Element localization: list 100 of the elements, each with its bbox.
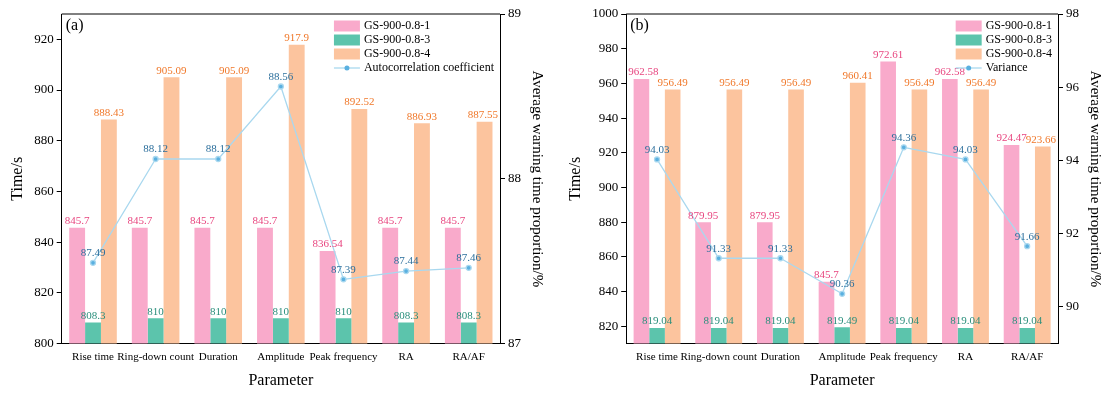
data-label: 88.12 xyxy=(205,142,231,155)
y-tick-label: 960 xyxy=(598,74,619,90)
y2-tick-label: 88 xyxy=(508,170,521,186)
y-tick-label: 820 xyxy=(598,317,619,333)
legend-label: GS-900-0.8-1 xyxy=(363,18,431,33)
x-axis-title: Parameter xyxy=(248,370,314,388)
data-label: 886.93 xyxy=(406,109,438,122)
x-tick-label: Ring-down count xyxy=(680,350,758,363)
data-label: 819.04 xyxy=(641,314,673,327)
y2-tick-label: 89 xyxy=(508,5,521,21)
y-tick-label: 900 xyxy=(598,178,619,194)
data-label: 810 xyxy=(272,304,290,317)
annotation: (a) xyxy=(65,16,84,35)
data-label: 905.09 xyxy=(218,63,250,76)
data-label: 819.04 xyxy=(1012,314,1043,327)
data-label: 879.95 xyxy=(749,208,781,221)
y-tick-label: 900 xyxy=(34,81,54,97)
data-label: 879.95 xyxy=(687,208,719,221)
data-label: 819.49 xyxy=(826,313,858,326)
data-label: 819.04 xyxy=(765,314,797,327)
x-tick-label: RA xyxy=(957,350,974,363)
x-tick-label: Ring-down count xyxy=(117,350,194,363)
data-label: 845.7 xyxy=(377,214,404,227)
y-tick-label: 860 xyxy=(34,182,54,198)
data-label: 808.3 xyxy=(456,308,482,321)
x-tick-label: Peak frequency xyxy=(309,350,379,363)
data-label: 962.58 xyxy=(628,65,659,78)
data-label: 87.46 xyxy=(456,251,482,264)
data-label: 972.61 xyxy=(873,47,904,60)
data-label: 91.66 xyxy=(1014,229,1041,242)
x-tick-label: Duration xyxy=(760,350,801,363)
data-label: 962.58 xyxy=(934,65,966,78)
y-tick-label: 880 xyxy=(34,132,54,148)
data-label: 956.49 xyxy=(965,75,997,88)
data-label: 808.3 xyxy=(80,308,106,321)
y-axis-title: Time/s xyxy=(565,156,583,201)
y-tick-label: 820 xyxy=(34,284,54,300)
x-tick-label: Duration xyxy=(198,350,239,363)
x-tick-label: Amplitude xyxy=(257,350,305,363)
y2-tick-label: 94 xyxy=(1066,151,1080,167)
y-tick-label: 840 xyxy=(34,233,54,249)
data-label: 845.7 xyxy=(127,214,153,227)
legend-label: Variance xyxy=(985,60,1028,75)
y-tick-label: 920 xyxy=(34,30,54,46)
y-tick-label: 940 xyxy=(598,109,619,125)
legend-label: GS-900-0.8-1 xyxy=(985,18,1052,33)
x-tick-label: Rise time xyxy=(636,350,679,363)
data-label: 905.09 xyxy=(156,63,188,76)
data-label: 845.7 xyxy=(252,214,278,227)
data-label: 87.44 xyxy=(393,254,419,267)
legend-label: GS-900-0.8-3 xyxy=(363,32,431,47)
y2-tick-label: 96 xyxy=(1066,78,1080,94)
y-tick-label: 920 xyxy=(598,144,619,160)
data-label: 88.56 xyxy=(268,69,294,82)
data-label: 91.33 xyxy=(768,241,794,254)
data-label: 810 xyxy=(335,304,353,317)
data-label: 91.33 xyxy=(706,241,732,254)
x-tick-label: RA xyxy=(398,350,414,363)
y2-tick-label: 90 xyxy=(1066,298,1079,314)
y-tick-label: 1000 xyxy=(592,5,619,21)
data-label: 845.7 xyxy=(190,214,216,227)
y-tick-label: 840 xyxy=(598,282,619,298)
y2-tick-label: 98 xyxy=(1066,5,1079,21)
data-label: 917.9 xyxy=(284,31,310,44)
data-label: 887.55 xyxy=(467,108,499,121)
y-tick-label: 800 xyxy=(34,335,54,351)
x-tick-label: RA/AF xyxy=(452,350,485,363)
data-label: 819.04 xyxy=(888,314,920,327)
data-label: 845.7 xyxy=(440,214,466,227)
legend-label: GS-900-0.8-4 xyxy=(985,46,1052,61)
x-tick-label: Amplitude xyxy=(818,350,866,363)
annotation: (b) xyxy=(630,16,649,35)
data-label: 845.7 xyxy=(64,214,91,227)
x-tick-label: RA/AF xyxy=(1010,350,1044,363)
data-label: 94.36 xyxy=(891,130,917,143)
data-label: 88.12 xyxy=(143,142,168,155)
data-label: 819.04 xyxy=(703,314,735,327)
data-label: 819.04 xyxy=(950,314,982,327)
data-label: 810 xyxy=(209,304,227,317)
x-axis-title: Parameter xyxy=(809,370,876,388)
data-label: 960.41 xyxy=(842,69,873,82)
data-label: 956.49 xyxy=(657,75,689,88)
y-axis-title: Time/s xyxy=(7,156,25,201)
data-label: 888.43 xyxy=(93,105,125,118)
legend-label: GS-900-0.8-4 xyxy=(363,46,431,61)
data-label: 87.39 xyxy=(331,262,357,275)
y-tick-label: 860 xyxy=(598,248,619,264)
legend-label: Autocorrelation coefficient xyxy=(363,60,495,75)
data-label: 94.03 xyxy=(644,142,670,155)
y-tick-label: 880 xyxy=(598,213,619,229)
y-tick-label: 980 xyxy=(598,40,619,56)
legend-label: GS-900-0.8-3 xyxy=(985,32,1052,47)
data-label: 892.52 xyxy=(344,95,375,108)
data-label: 810 xyxy=(147,304,165,317)
y2-tick-label: 92 xyxy=(1066,225,1079,241)
y2-axis-title: Average warning time proportion/% xyxy=(530,70,547,288)
x-tick-label: Peak frequency xyxy=(869,350,939,363)
data-label: 87.49 xyxy=(80,246,106,259)
data-label: 808.3 xyxy=(393,308,419,321)
data-label: 836.54 xyxy=(312,237,344,250)
